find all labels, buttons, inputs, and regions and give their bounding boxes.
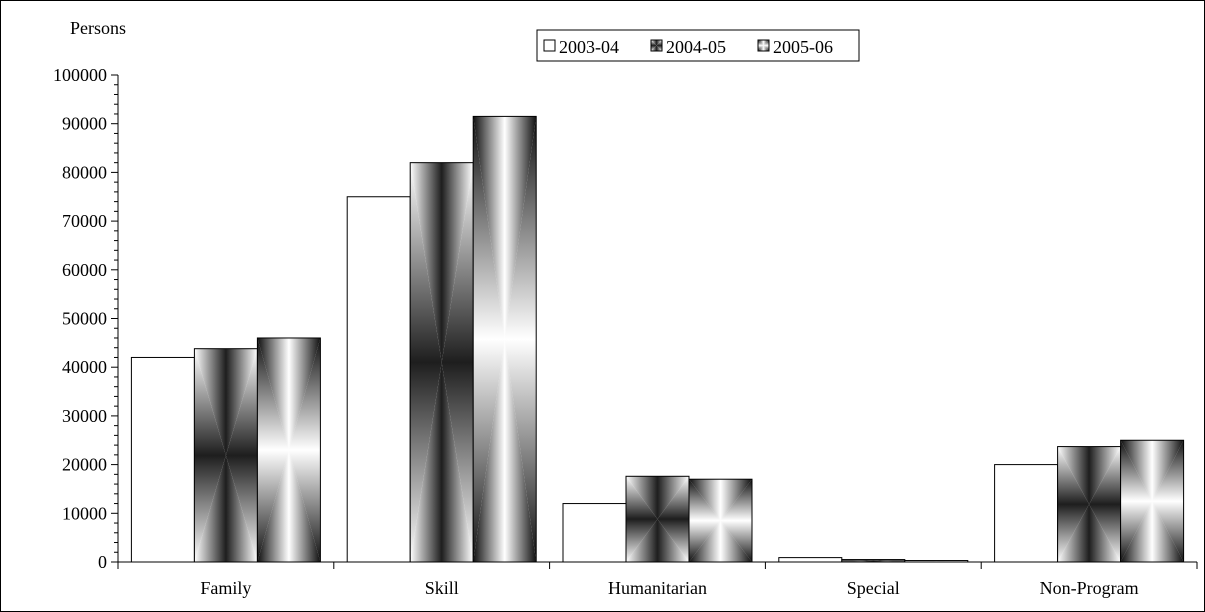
y-tick-label: 20000 xyxy=(62,455,107,475)
bar-2005-06 xyxy=(472,115,537,563)
legend-label: 2003-04 xyxy=(559,37,619,57)
x-tick-label: Non-Program xyxy=(1040,578,1139,598)
legend-swatch xyxy=(650,39,663,52)
bar-2005-06 xyxy=(904,560,969,563)
y-tick-label: 90000 xyxy=(62,114,107,134)
bar-2004-05 xyxy=(650,39,663,52)
x-tick-label: Special xyxy=(847,578,900,598)
bar-2005-06 xyxy=(1120,439,1185,563)
x-tick-label: Skill xyxy=(425,578,459,598)
y-axis-title: Persons xyxy=(70,18,126,38)
y-tick-marks xyxy=(111,74,118,563)
legend-swatch xyxy=(543,39,556,52)
legend-item-2004-05: 2004-05 xyxy=(650,37,726,57)
legend-item-2003-04: 2003-04 xyxy=(543,37,619,57)
bar-2005-06 xyxy=(256,337,321,563)
bar-2003-04 xyxy=(994,464,1059,563)
x-tick-label: Family xyxy=(200,578,251,598)
legend-item-2005-06: 2005-06 xyxy=(757,37,833,57)
y-tick-label: 10000 xyxy=(62,503,107,523)
bar-2004-05 xyxy=(1057,446,1122,563)
bar-2004-05 xyxy=(409,162,474,563)
legend-box xyxy=(536,29,860,62)
bar-2003-04 xyxy=(778,557,843,563)
legend: 2003-04 2004-05 2005-06 xyxy=(536,29,860,62)
plot-area: 0 10000 20000 30000 40000 50000 60000 70000 8000… xyxy=(53,65,1198,598)
y-tick-labels: 0 10000 20000 30000 40000 50000 60000 70000 8000… xyxy=(53,65,107,572)
legend-label: 2004-05 xyxy=(666,37,726,57)
x-tick-marks xyxy=(117,562,1198,569)
bar-2003-04 xyxy=(346,196,411,563)
bars xyxy=(130,115,1185,563)
y-tick-label: 100000 xyxy=(53,65,107,85)
y-tick-label: 80000 xyxy=(62,162,107,182)
legend-swatch xyxy=(757,39,770,52)
y-tick-label: 70000 xyxy=(62,211,107,231)
y-tick-label: 0 xyxy=(98,552,107,572)
bar-2003-04 xyxy=(562,503,627,563)
bar-2005-06 xyxy=(688,478,753,563)
x-tick-labels: Family Skill Humanitarian Special Non-Progra… xyxy=(200,578,1138,598)
y-tick-label: 30000 xyxy=(62,406,107,426)
legend-label: 2005-06 xyxy=(773,37,833,57)
y-tick-label: 60000 xyxy=(62,260,107,280)
bar-2004-05 xyxy=(625,475,690,563)
x-tick-label: Humanitarian xyxy=(608,578,707,598)
bar-2004-05 xyxy=(841,559,906,563)
bar-2004-05 xyxy=(193,348,258,563)
bar-2005-06 xyxy=(757,39,770,52)
bar-2003-04 xyxy=(130,356,195,563)
y-tick-label: 50000 xyxy=(62,309,107,329)
y-tick-label: 40000 xyxy=(62,357,107,377)
